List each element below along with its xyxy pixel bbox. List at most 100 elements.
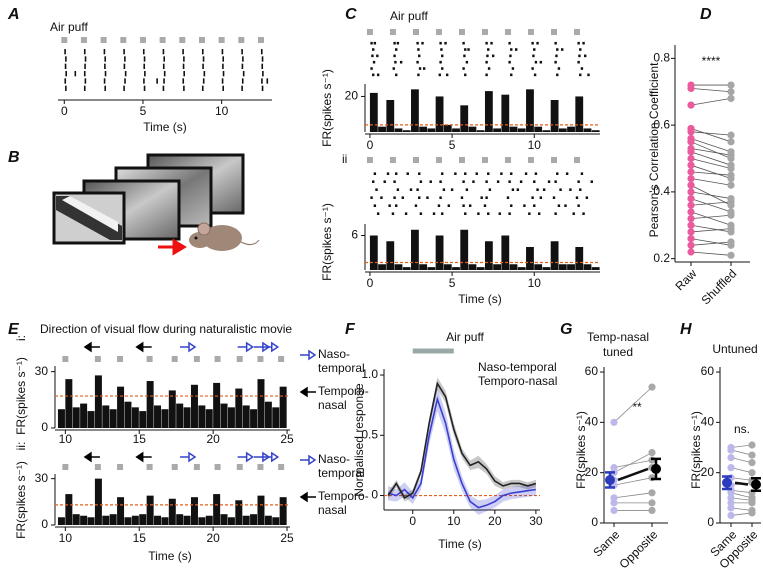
spike <box>554 60 557 64</box>
spike <box>460 196 464 199</box>
x-tick-label: 5 <box>449 276 456 290</box>
spike <box>418 54 421 58</box>
spike <box>418 67 422 70</box>
histogram-bar <box>87 517 95 525</box>
spike <box>393 54 396 58</box>
data-point <box>648 499 656 507</box>
histogram-bar <box>509 264 518 270</box>
mouse-eye <box>194 236 198 240</box>
pair-line <box>690 251 732 256</box>
histogram-bar <box>526 247 534 270</box>
data-point <box>727 489 735 497</box>
spike <box>465 188 469 191</box>
histogram-bar <box>57 517 65 525</box>
spike <box>485 41 488 45</box>
spike <box>554 41 557 45</box>
air-puff <box>278 464 285 470</box>
histogram-bar <box>154 405 162 428</box>
pair-line <box>690 224 732 233</box>
air-puff <box>550 157 557 163</box>
data-point <box>610 506 618 515</box>
spike <box>372 48 375 51</box>
spike <box>554 212 557 215</box>
pair-line <box>690 191 732 199</box>
y-tick-label: 0.8 <box>653 51 670 65</box>
histogram-bar <box>501 94 510 132</box>
x-tick-label: 20 <box>488 514 502 528</box>
pair-line <box>613 452 653 474</box>
spike <box>508 60 511 64</box>
histogram-bar <box>72 407 80 428</box>
histogram-bar <box>386 241 395 270</box>
spike <box>399 60 403 64</box>
pair-line <box>690 171 732 176</box>
spike <box>557 204 561 207</box>
stimulus-bar <box>412 348 454 354</box>
histogram-bar <box>272 517 280 525</box>
air-puff <box>573 29 580 35</box>
spike <box>514 48 518 51</box>
legend-arrow <box>300 349 317 361</box>
spike <box>577 180 580 183</box>
data-point <box>727 181 735 189</box>
histogram-bar <box>72 514 80 525</box>
histogram-bar <box>109 514 117 525</box>
mean-point <box>605 474 615 485</box>
spike <box>416 60 419 64</box>
histogram-bar <box>427 128 436 132</box>
flow-arrow <box>262 451 280 463</box>
legend-label: Naso- <box>318 452 350 466</box>
mean-point <box>651 463 661 474</box>
spike <box>467 48 470 51</box>
illustration: B <box>8 149 260 256</box>
y-axis-label: FR(spikes s⁻¹) <box>320 203 334 281</box>
histogram-bar <box>484 91 493 132</box>
air-puff <box>146 356 153 362</box>
histogram-bar <box>550 100 559 132</box>
y-tick-label: 1.0 <box>361 367 378 381</box>
x-axis-label: Time (s) <box>143 120 187 134</box>
histogram-bar <box>235 500 243 525</box>
legend-label: Naso- <box>318 347 350 361</box>
spike <box>539 60 543 64</box>
spike <box>475 172 478 175</box>
data-point <box>648 383 656 391</box>
histogram-bar <box>146 495 154 525</box>
spike <box>511 67 515 70</box>
spike <box>462 67 465 70</box>
histogram-bar <box>272 407 280 428</box>
spike <box>508 41 511 45</box>
air-puff <box>236 356 243 362</box>
y-tick-label: 60 <box>701 364 715 378</box>
data-point <box>727 251 735 259</box>
mean-line <box>617 467 649 482</box>
legend-label: nasal <box>318 503 347 517</box>
spike <box>421 41 424 45</box>
histogram-bar <box>242 515 250 525</box>
histogram-bar <box>57 409 65 428</box>
spike <box>485 180 488 183</box>
flow-arrow <box>180 451 197 463</box>
pair-line <box>690 228 732 233</box>
spike <box>417 73 420 77</box>
data-point <box>687 201 695 209</box>
y-axis-label: FR(spikes s⁻¹) <box>14 461 28 539</box>
y-tick-label: 0 <box>41 420 48 434</box>
spike <box>547 180 551 183</box>
data-point <box>727 198 735 206</box>
spike <box>510 204 513 207</box>
legend-label: temporal <box>318 361 365 375</box>
spike <box>572 212 575 215</box>
histogram-bar <box>94 478 102 525</box>
histogram-bar <box>402 267 411 270</box>
data-point <box>727 238 735 246</box>
data-point <box>687 128 695 136</box>
spike <box>441 54 444 58</box>
spike <box>532 54 535 58</box>
histogram-bar <box>257 379 265 428</box>
air-puff <box>366 157 373 163</box>
histogram-bar <box>109 409 117 428</box>
air-puff <box>527 157 534 163</box>
spike <box>510 48 513 51</box>
